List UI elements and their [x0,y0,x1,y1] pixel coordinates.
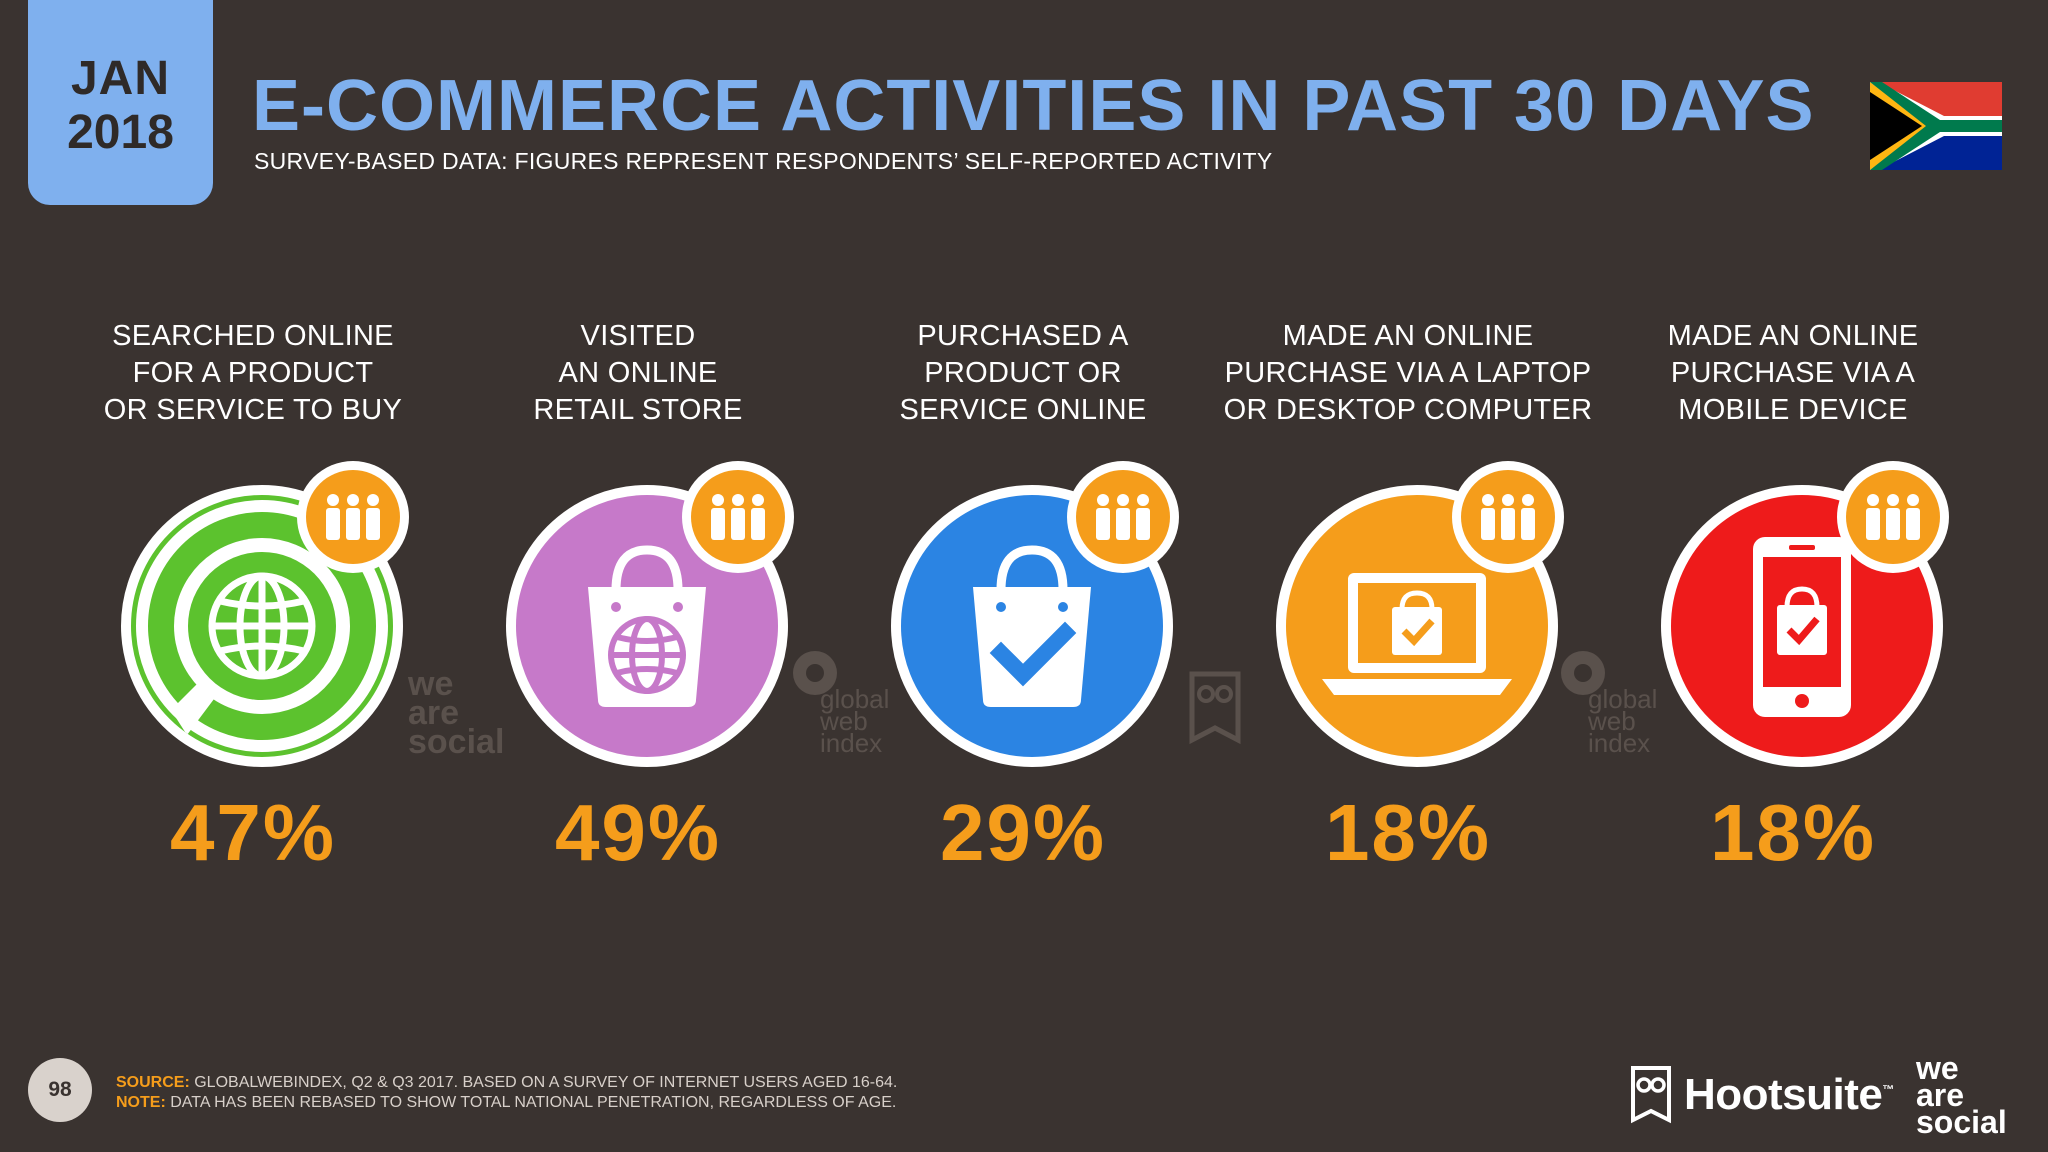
hootsuite-owl-icon [1631,1066,1671,1124]
people-icon [1837,461,1949,573]
search-globe-icon [121,485,403,767]
hootsuite-owl-watermark-icon [1189,671,1241,745]
people-icon [682,461,794,573]
we-are-social-logo: we are social [1916,1050,2007,1141]
metric-label: PURCHASED A PRODUCT OR SERVICE ONLINE [899,320,1147,426]
people-icon [1452,461,1564,573]
date-badge: JAN 2018 [28,0,213,205]
mobile-bag-icon [1661,485,1943,767]
date-month: JAN [70,51,171,105]
metric-label: MADE AN ONLINE PURCHASE VIA A LAPTOP OR DE… [1223,320,1593,426]
globalwebindex-watermark: global web index [790,648,900,758]
metric-value: 29% [939,788,1107,877]
globalwebindex-watermark: global web index [1558,648,1668,758]
south-africa-flag-icon [1870,82,2002,170]
source-note: SOURCE: GLOBALWEBINDEX, Q2 & Q3 2017. BA… [116,1074,898,1111]
metric-label: VISITED AN ONLINE RETAIL STORE [533,320,743,426]
people-icon [1067,461,1179,573]
metric-label: SEARCHED ONLINE FOR A PRODUCT OR SERVICE T… [103,320,403,426]
metric-label: MADE AN ONLINE PURCHASE VIA A MOBILE DEVIC… [1667,320,1919,426]
metric-value: 18% [1709,788,1877,877]
date-year: 2018 [67,105,174,159]
page-title: E-COMMERCE ACTIVITIES IN PAST 30 DAYS [252,66,1815,146]
metric-laptop: MADE AN ONLINE PURCHASE VIA A LAPTOP OR DE… [1223,318,1593,873]
metric-value: 49% [554,788,722,877]
metric-value: 18% [1324,788,1492,877]
we-are-social-watermark: we are social [408,665,505,761]
metric-searched: SEARCHED ONLINE FOR A PRODUCT OR SERVICE T… [68,318,438,873]
page-subtitle: SURVEY-BASED DATA: FIGURES REPRESENT RES… [254,148,1273,174]
metric-value: 47% [169,788,337,877]
metric-visited: VISITED AN ONLINE RETAIL STORE [453,318,823,873]
metric-mobile: MADE AN ONLINE PURCHASE VIA A MOBILE DEVIC… [1608,318,1978,873]
page-number: 98 [28,1058,92,1122]
people-icon [297,461,409,573]
hootsuite-logo: Hootsuite™ [1630,1063,1894,1127]
metric-purchased: PURCHASED A PRODUCT OR SERVICE ONLINE [838,318,1208,873]
